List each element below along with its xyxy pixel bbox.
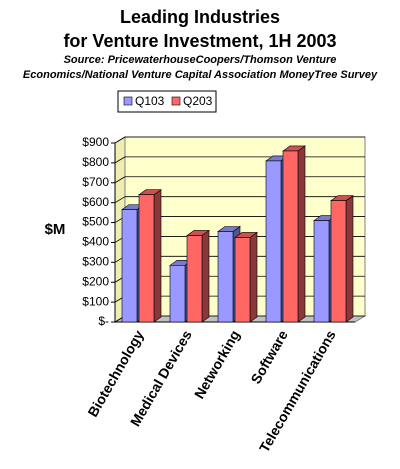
- bar-front: [234, 237, 251, 323]
- bar-front: [265, 160, 282, 323]
- bar: [138, 189, 162, 323]
- y-tick-label: $-: [98, 314, 109, 328]
- grid-line: [114, 156, 126, 164]
- legend-box: [117, 90, 217, 113]
- bar-side: [201, 229, 210, 323]
- bar: [330, 195, 354, 323]
- grid-line: [114, 176, 126, 184]
- y-tick-label: $700: [82, 175, 109, 189]
- bar-front: [282, 150, 299, 323]
- legend-swatch: [171, 96, 181, 106]
- chart-title: for Venture Investment, 1H 2003: [63, 31, 336, 51]
- bar-side: [345, 195, 354, 323]
- y-tick-label: $800: [82, 155, 109, 169]
- y-tick-label: $200: [82, 274, 109, 288]
- legend-label: Q103: [135, 94, 165, 108]
- y-tick-label: $600: [82, 195, 109, 209]
- bar-front: [169, 265, 186, 323]
- chart-subtitle: Economics/National Venture Capital Assoc…: [23, 69, 378, 81]
- y-axis-label: $M: [45, 221, 66, 238]
- bar-front: [138, 194, 155, 323]
- y-tick-label: $400: [82, 235, 109, 249]
- bar-front: [313, 220, 330, 323]
- bar-front: [217, 231, 234, 323]
- grid-line: [114, 196, 126, 204]
- bar: [234, 231, 258, 323]
- legend-label: Q203: [183, 94, 213, 108]
- y-tick-label: $500: [82, 215, 109, 229]
- bar-front: [121, 209, 138, 323]
- bar-side: [249, 231, 258, 323]
- x-tick-label: Software: [247, 327, 291, 386]
- grid-line: [114, 136, 126, 144]
- legend-swatch: [123, 96, 133, 106]
- y-tick-label: $900: [82, 135, 109, 149]
- y-tick-label: $100: [82, 294, 109, 308]
- chart-subtitle: Source: PricewaterhouseCoopers/Thomson V…: [64, 54, 337, 66]
- bar: [282, 145, 306, 323]
- chart-title: Leading Industries: [120, 7, 280, 27]
- bar-front: [186, 235, 203, 323]
- bar-front: [330, 200, 347, 323]
- bar-side: [153, 189, 162, 323]
- y-tick-label: $300: [82, 255, 109, 269]
- bar: [186, 229, 210, 323]
- x-tick-label: Networking: [191, 327, 243, 401]
- bar-side: [297, 145, 306, 323]
